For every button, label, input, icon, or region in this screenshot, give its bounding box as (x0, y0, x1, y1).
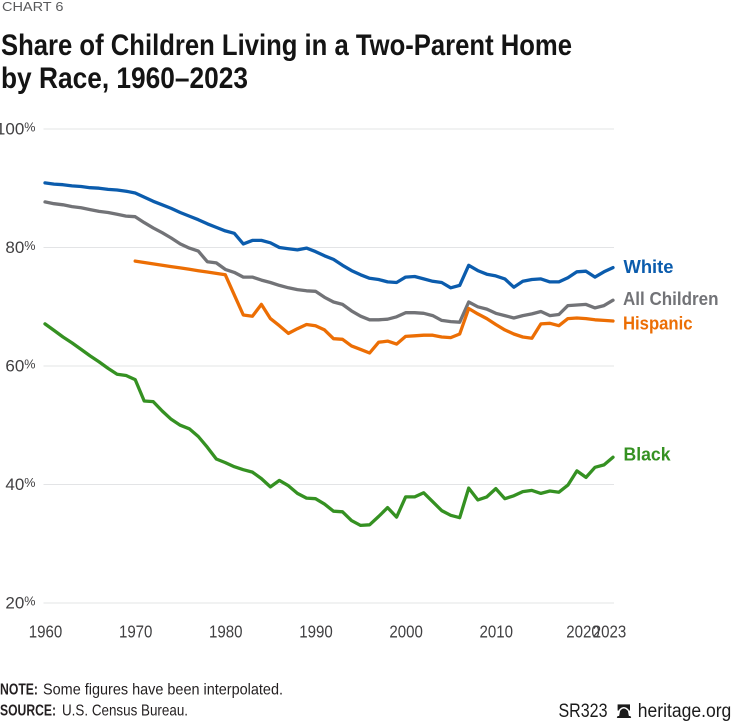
svg-text:SR323: SR323 (559, 701, 608, 721)
svg-text:100%: 100% (0, 120, 36, 139)
svg-text:CHART 6: CHART 6 (2, 0, 64, 14)
svg-text:1980: 1980 (209, 622, 243, 642)
svg-text:heritage.org: heritage.org (638, 701, 732, 721)
svg-text:SOURCE:: SOURCE: (0, 703, 56, 720)
svg-text:2010: 2010 (480, 622, 514, 642)
svg-text:2020: 2020 (566, 622, 600, 642)
svg-text:80%: 80% (5, 238, 35, 257)
svg-text:U.S. Census Bureau.: U.S. Census Bureau. (62, 703, 188, 720)
svg-text:by Race, 1960–2023: by Race, 1960–2023 (1, 62, 248, 95)
svg-text:2023: 2023 (593, 622, 627, 642)
svg-text:NOTE:: NOTE: (0, 682, 38, 699)
svg-text:Share of Children Living in a: Share of Children Living in a Two-Parent… (1, 29, 572, 62)
svg-text:Some figures have been interpo: Some figures have been interpolated. (43, 682, 283, 699)
svg-text:40%: 40% (5, 475, 35, 494)
svg-text:Black: Black (624, 444, 672, 464)
svg-text:60%: 60% (5, 357, 35, 376)
svg-text:Hispanic: Hispanic (623, 313, 693, 333)
svg-text:2000: 2000 (389, 622, 423, 642)
svg-text:1970: 1970 (119, 622, 153, 642)
svg-text:White: White (624, 257, 674, 277)
svg-text:All Children: All Children (623, 289, 719, 309)
svg-text:20%: 20% (5, 594, 35, 613)
svg-text:1990: 1990 (299, 622, 333, 642)
svg-text:1960: 1960 (29, 622, 63, 642)
